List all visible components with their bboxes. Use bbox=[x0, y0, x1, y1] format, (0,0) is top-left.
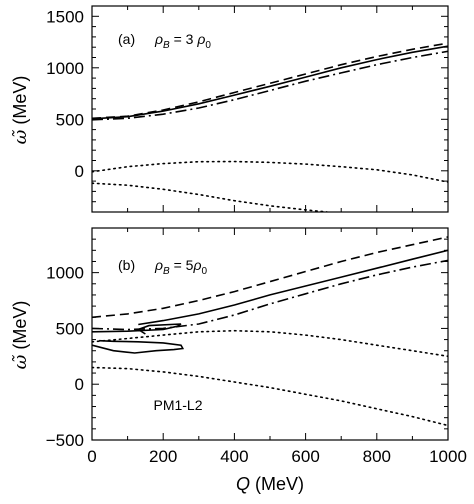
panel-label: (a) bbox=[118, 31, 135, 47]
series-solid-3 bbox=[92, 339, 185, 354]
x-tick-label: 0 bbox=[87, 447, 96, 466]
y-tick-label: 0 bbox=[75, 375, 84, 394]
series-dashdot-2 bbox=[92, 50, 448, 121]
panel-label: (b) bbox=[118, 257, 135, 273]
y-tick-label: 500 bbox=[56, 110, 84, 129]
y-tick-label: 0 bbox=[75, 162, 84, 181]
x-tick-label: 1000 bbox=[429, 447, 467, 466]
x-axis-label: Q (MeV) bbox=[236, 474, 304, 494]
series-dotted-4 bbox=[92, 182, 328, 212]
y-tick-label: 1000 bbox=[46, 59, 84, 78]
series-solid-1 bbox=[138, 249, 448, 326]
y-axis-label: ω̃ (MeV) bbox=[10, 76, 31, 145]
series-dashed-0 bbox=[92, 236, 448, 319]
y-tick-label: 500 bbox=[56, 319, 84, 338]
series-dotted-6 bbox=[92, 366, 448, 427]
series-dashed-0 bbox=[92, 42, 448, 120]
series-dotted-3 bbox=[92, 160, 448, 183]
x-tick-label: 200 bbox=[149, 447, 177, 466]
y-tick-label: 1000 bbox=[46, 264, 84, 283]
series-dashdot-4 bbox=[92, 259, 448, 331]
y-tick-label: 1500 bbox=[46, 7, 84, 26]
series-dotted-5 bbox=[92, 329, 448, 358]
density-label: ρB = 3 ρ0 bbox=[154, 31, 211, 51]
plot-frame bbox=[91, 5, 449, 213]
x-tick-label: 600 bbox=[291, 447, 319, 466]
x-tick-label: 800 bbox=[363, 447, 391, 466]
y-axis-label: ω̃ (MeV) bbox=[10, 301, 31, 370]
x-tick-label: 400 bbox=[220, 447, 248, 466]
density-label: ρB = 5ρ0 bbox=[154, 257, 207, 277]
series-solid-1 bbox=[92, 45, 448, 120]
panel-a: 0 500 1000 1500 ω̃ (MeV) (a) ρB = 3 ρ0 bbox=[10, 5, 449, 213]
model-annotation: PM1-L2 bbox=[153, 397, 202, 413]
y-tick-label: −500 bbox=[46, 431, 84, 450]
